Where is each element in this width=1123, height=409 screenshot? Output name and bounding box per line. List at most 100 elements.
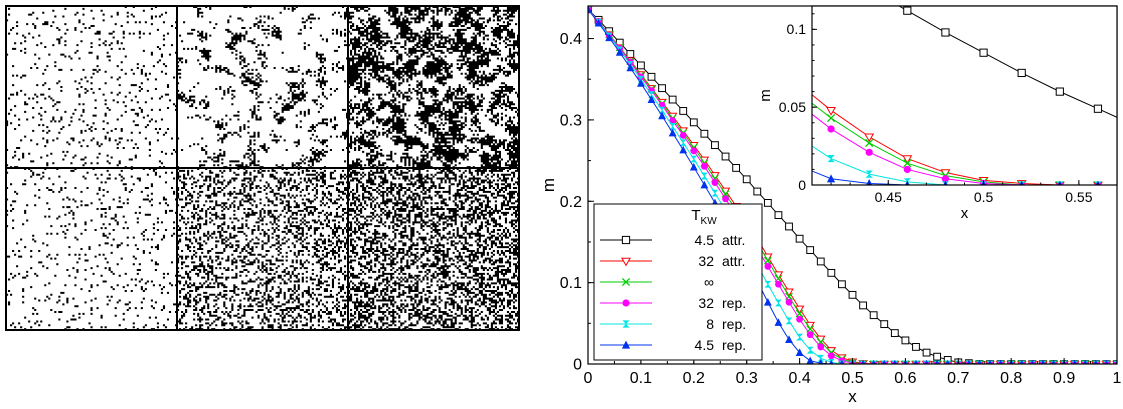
data-point	[892, 359, 897, 364]
data-point	[1072, 359, 1077, 364]
data-point	[658, 111, 666, 120]
data-point	[806, 246, 815, 254]
data-point	[711, 141, 719, 150]
data-point	[689, 162, 698, 171]
data-point	[1051, 359, 1056, 364]
x-tick-label: 0.1	[630, 370, 652, 387]
data-point	[998, 359, 1003, 364]
data-point	[934, 359, 940, 364]
data-point	[966, 359, 972, 364]
data-point	[865, 148, 873, 156]
data-point	[859, 301, 867, 310]
data-point	[806, 331, 814, 339]
data-point	[882, 359, 887, 364]
x-tick-label: 0.5	[974, 189, 994, 205]
series-line-0	[898, 6, 1117, 118]
legend-value: 32	[698, 253, 714, 269]
inset-plot: 0.45 0.5 0.55 0 0.05 0.1 x m	[757, 5, 1118, 222]
x-tick-label: 0.9	[1053, 370, 1075, 387]
lattice-panel	[177, 168, 349, 331]
data-point	[679, 139, 687, 147]
data-point	[658, 106, 666, 114]
data-point	[668, 95, 677, 104]
data-point	[775, 280, 782, 288]
data-point	[774, 211, 783, 220]
data-point	[817, 343, 825, 351]
data-point	[1104, 359, 1109, 364]
data-point	[880, 320, 889, 329]
data-point	[816, 257, 825, 266]
x-tick-label: 0.5	[841, 370, 863, 387]
y-axis-title: m	[757, 89, 774, 102]
data-point	[764, 262, 772, 270]
data-point	[826, 106, 837, 116]
data-point	[903, 165, 911, 174]
y-tick-label: 0.4	[560, 31, 582, 48]
data-point	[1019, 359, 1024, 364]
y-tick-label: 0.1	[787, 21, 807, 37]
data-point	[679, 145, 688, 154]
legend-entry: 32 rep.	[600, 295, 746, 311]
data-point	[690, 147, 698, 155]
data-point	[848, 290, 857, 299]
data-point	[690, 155, 698, 163]
data-point	[827, 154, 835, 163]
occupied-sites	[177, 168, 349, 331]
legend-entry: 32 attr.	[600, 253, 745, 269]
data-point	[647, 72, 656, 81]
data-point	[827, 352, 835, 360]
data-point	[1083, 359, 1088, 364]
lattice-panel	[348, 168, 520, 331]
series-line-2	[812, 102, 1117, 185]
x-tick-label: 0	[584, 370, 593, 387]
data-point	[922, 348, 931, 357]
data-point	[864, 133, 875, 143]
data-point	[913, 359, 919, 364]
data-point	[742, 175, 751, 184]
lattice-snapshots	[5, 5, 520, 331]
legend-entry: 4.5 rep.	[600, 337, 746, 353]
data-point	[829, 359, 834, 364]
series-line-4	[812, 145, 1117, 185]
x-tick-label: 0.8	[1000, 370, 1022, 387]
data-point	[774, 318, 783, 326]
x-tick-label: 0.55	[1065, 189, 1092, 205]
data-point	[795, 234, 804, 243]
data-point	[669, 123, 677, 130]
data-point	[626, 61, 634, 68]
lattice-panel	[6, 168, 178, 331]
data-point	[637, 61, 645, 70]
data-point	[753, 187, 762, 196]
data-point	[827, 125, 835, 133]
plot-background	[812, 6, 1117, 185]
y-tick-label: 0.3	[560, 113, 582, 130]
legend-value: 4.5	[695, 337, 715, 353]
x-axis-title: x	[848, 387, 857, 406]
occupied-sites	[177, 6, 349, 169]
data-point	[668, 128, 677, 137]
data-point	[594, 18, 603, 27]
x-tick-label: 0.7	[947, 370, 969, 387]
data-point	[700, 162, 708, 170]
data-point	[890, 329, 899, 337]
data-point	[941, 28, 950, 37]
data-point	[700, 180, 709, 189]
data-point	[806, 356, 815, 364]
data-point	[806, 346, 814, 354]
y-tick-label: 0	[573, 357, 582, 374]
data-point	[669, 117, 677, 125]
occupied-sites	[348, 6, 520, 169]
y-tick-label: 0	[798, 177, 806, 193]
x-tick-label: 0.45	[875, 189, 902, 205]
data-point	[700, 129, 709, 138]
data-point	[621, 277, 631, 287]
data-point	[818, 358, 824, 364]
lattice-panel	[348, 6, 520, 169]
data-point	[622, 320, 630, 328]
legend-value: 4.5	[695, 232, 715, 248]
data-point	[785, 298, 793, 306]
data-point	[903, 6, 912, 15]
data-point	[865, 170, 873, 178]
data-point	[827, 114, 836, 123]
